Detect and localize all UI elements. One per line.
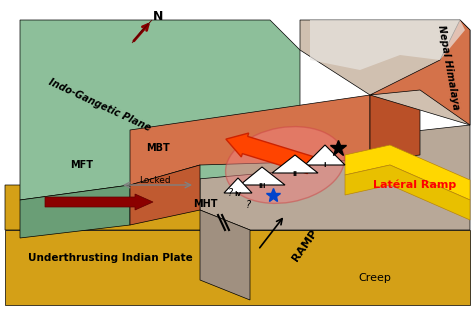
FancyArrow shape: [226, 133, 313, 174]
Polygon shape: [300, 20, 470, 125]
Text: ii: ii: [292, 171, 298, 177]
Text: iii: iii: [258, 183, 266, 189]
Text: Nepal Himalaya: Nepal Himalaya: [436, 25, 460, 111]
Polygon shape: [20, 20, 300, 200]
Polygon shape: [272, 155, 318, 173]
Polygon shape: [132, 20, 152, 43]
Ellipse shape: [226, 127, 345, 203]
Text: ?: ?: [228, 188, 233, 198]
Text: Creep: Creep: [358, 273, 392, 283]
Text: ?: ?: [246, 200, 251, 210]
Polygon shape: [240, 167, 285, 185]
Text: RAMP: RAMP: [291, 227, 319, 263]
Polygon shape: [370, 20, 470, 125]
Polygon shape: [130, 95, 370, 185]
Text: Indo-Gangetic Plane: Indo-Gangetic Plane: [47, 77, 153, 133]
Polygon shape: [370, 90, 420, 160]
Text: Latéral Ramp: Latéral Ramp: [374, 180, 456, 190]
Polygon shape: [345, 145, 470, 200]
Polygon shape: [305, 145, 345, 165]
Text: MHT: MHT: [193, 199, 217, 209]
Text: iv: iv: [235, 191, 242, 197]
Text: Underthrusting Indian Plate: Underthrusting Indian Plate: [27, 253, 192, 263]
Polygon shape: [200, 210, 250, 300]
Polygon shape: [5, 185, 330, 230]
Text: MBT: MBT: [146, 143, 170, 153]
Polygon shape: [130, 165, 200, 225]
Polygon shape: [224, 178, 252, 193]
FancyArrow shape: [45, 194, 153, 210]
Polygon shape: [200, 125, 470, 230]
Polygon shape: [20, 185, 130, 238]
Text: MFT: MFT: [71, 160, 93, 170]
Text: N: N: [153, 10, 163, 23]
Polygon shape: [5, 230, 470, 305]
Text: i: i: [324, 162, 326, 168]
Text: Locked: Locked: [139, 176, 171, 184]
Polygon shape: [345, 165, 470, 220]
Polygon shape: [310, 20, 465, 70]
